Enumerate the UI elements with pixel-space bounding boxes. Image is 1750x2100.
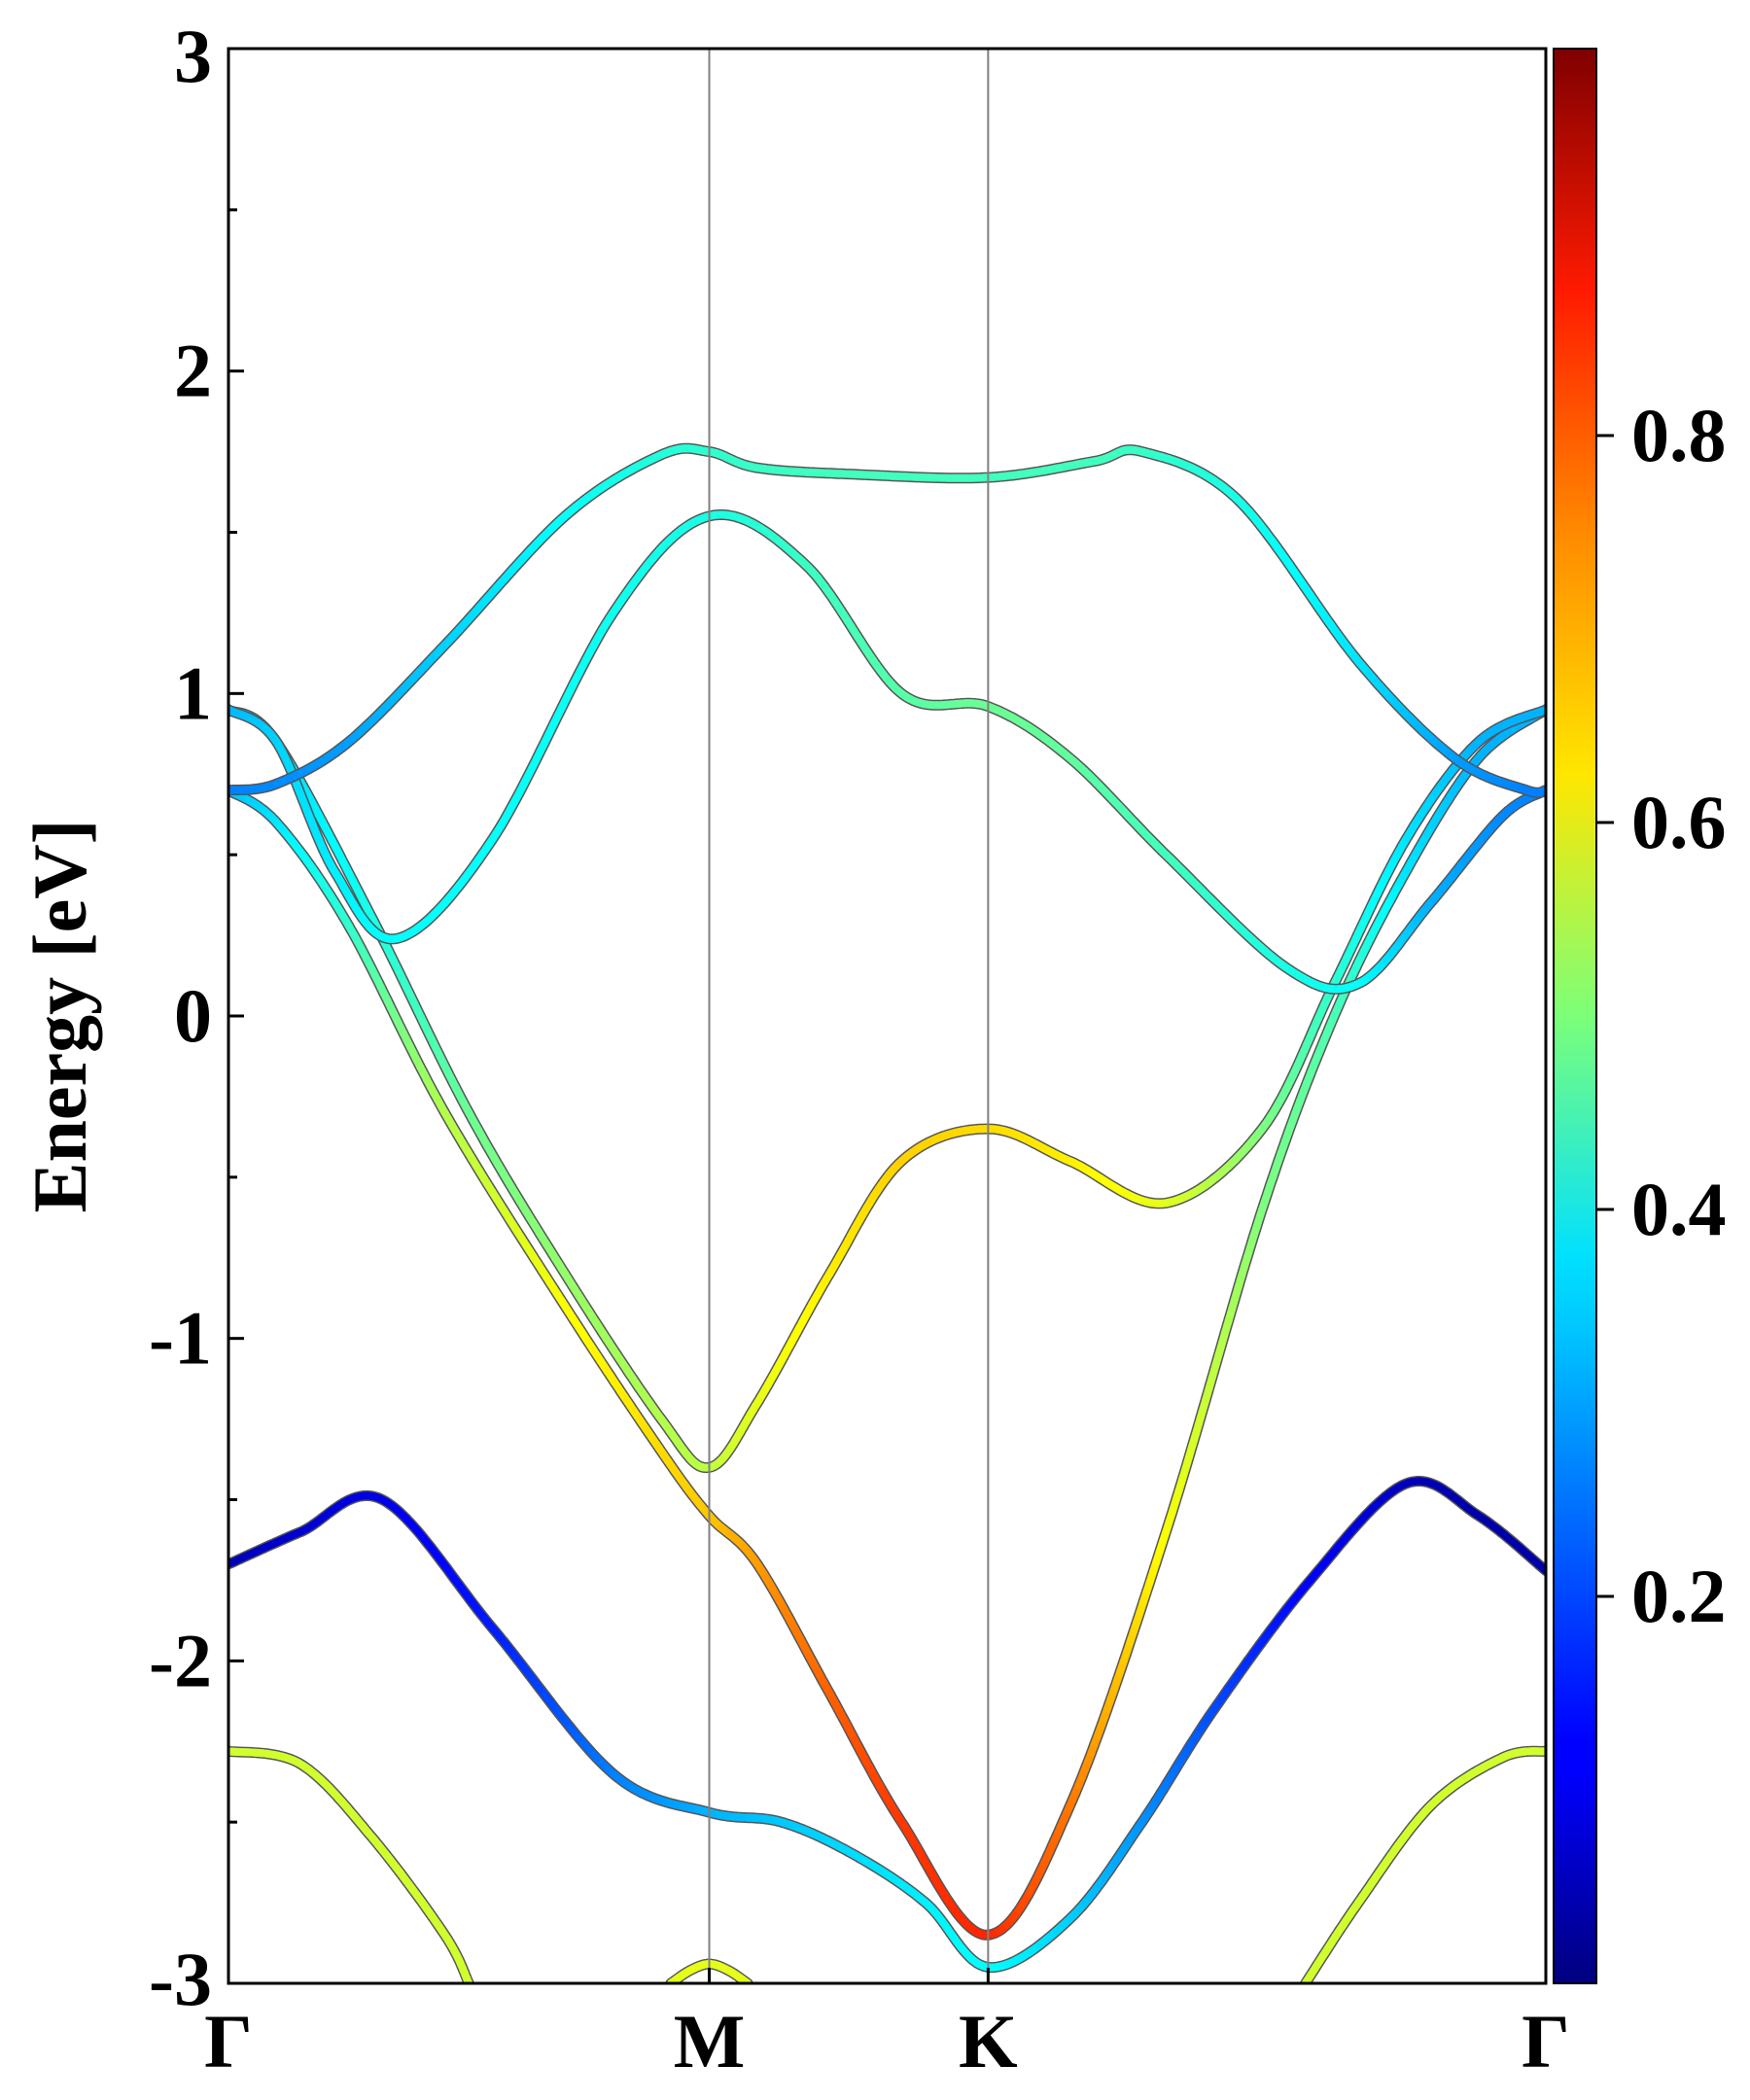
band-outline	[228, 704, 1546, 1941]
band-outline	[228, 442, 1546, 798]
band-line	[228, 1476, 1546, 1974]
y-tick-label: 3	[174, 14, 212, 98]
x-tick-label: M	[674, 1999, 746, 2083]
band-line	[228, 508, 1546, 995]
band-line	[665, 1958, 753, 1983]
y-ticks: 3 2 1 0 -1 -2 -3	[149, 14, 244, 2021]
colorbar	[1553, 48, 1597, 1984]
x-tick-label: K	[959, 1999, 1018, 2083]
bands-layer	[228, 442, 1546, 1983]
band-line	[228, 704, 1546, 1474]
y-tick-label: -3	[149, 1937, 212, 2021]
band-line	[228, 1745, 474, 1983]
band-line	[228, 704, 1546, 1941]
colorbar-tick-label: 0.2	[1631, 1554, 1727, 1638]
y-tick-label: 2	[174, 329, 212, 413]
y-axis-label: Energy [eV]	[18, 819, 102, 1212]
band-line	[228, 442, 1546, 798]
x-tick-label: Γ	[204, 1999, 253, 2083]
y-tick-label: 1	[174, 650, 212, 735]
band-outline	[228, 1745, 474, 1983]
kpoint-lines	[708, 49, 990, 1983]
band-outline	[228, 1476, 1546, 1974]
band-line	[1300, 1745, 1546, 1983]
colorbar-ticks: 0.2 0.4 0.6 0.8	[1596, 393, 1727, 1638]
colorbar-tick-label: 0.6	[1631, 780, 1727, 864]
y-tick-label: -1	[149, 1296, 212, 1381]
y-tick-label: -2	[149, 1618, 212, 1702]
y-tick-label: 0	[174, 973, 212, 1058]
band-outline	[1300, 1745, 1546, 1983]
colorbar-tick-label: 0.4	[1631, 1167, 1727, 1251]
x-tick-label: Γ	[1522, 1999, 1570, 2083]
colorbar-tick-label: 0.8	[1631, 393, 1727, 477]
